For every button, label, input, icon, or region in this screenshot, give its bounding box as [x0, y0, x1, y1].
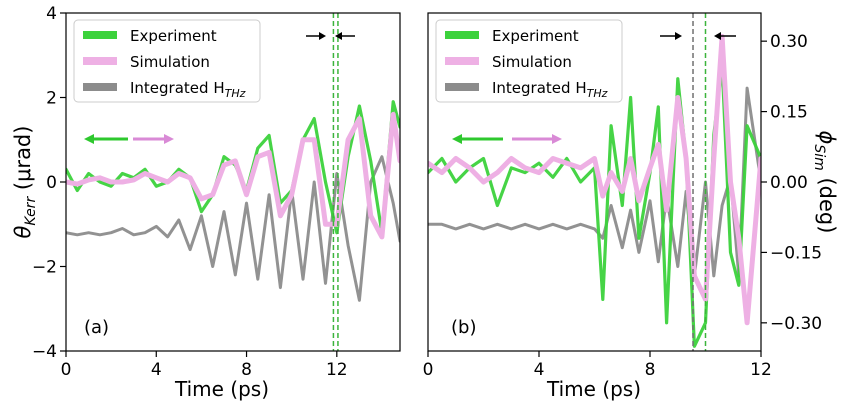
legend-label-integrated: Integrated HTHz: [492, 79, 608, 100]
marker-arrows-b: [660, 32, 736, 40]
panel-a-legend: Experiment Simulation Integrated HTHz: [73, 19, 261, 103]
direction-arrows-a: [84, 134, 174, 144]
x-tick-label-a-2: 8: [241, 360, 252, 380]
legend-label-simulation: Simulation: [130, 53, 210, 71]
panel-label-a: (a): [84, 317, 109, 338]
x-axis-label-b: Time (ps): [546, 377, 641, 401]
y-tick-label-b-1: −0.15: [770, 243, 822, 263]
x-tick-label-b-2: 8: [645, 360, 656, 380]
x-tick-label-b-0: 0: [423, 360, 434, 380]
legend-label-experiment: Experiment: [130, 27, 217, 45]
legend-label-experiment: Experiment: [492, 27, 579, 45]
series-line-integrated-h-thz-a: [66, 155, 400, 302]
y-axis-label-left: θKerr (μrad): [11, 126, 39, 239]
panel-b: 0 4 8 12 −0.30 −0.15 0.00 0.15 0.30 Experiment S…: [423, 12, 822, 380]
y-axis-label-right: ϕSim (deg): [811, 131, 839, 234]
y-tick-label-b-4: 0.30: [770, 32, 808, 52]
series-line-integrated-h-thz-b: [428, 86, 761, 278]
y-tick-label-a-0: −4: [32, 342, 57, 362]
legend-label-integrated: Integrated HTHz: [130, 79, 246, 100]
x-tick-label-a-1: 4: [151, 360, 162, 380]
panel-a: 0 4 8 12 −4 −2 0 2 4 Experiment Simulation Integ…: [32, 4, 401, 380]
series-line-simulation-a: [66, 111, 400, 240]
y-tick-label-b-2: 0.00: [770, 173, 808, 193]
x-tick-label-a-0: 0: [61, 360, 72, 380]
x-tick-label-b-1: 4: [534, 360, 545, 380]
x-tick-label-b-3: 12: [750, 360, 772, 380]
x-tick-label-a-3: 12: [326, 360, 348, 380]
direction-arrows-b: [452, 134, 562, 144]
series-line-experiment-a: [66, 100, 400, 235]
y-tick-label-b-3: 0.15: [770, 103, 808, 123]
y-tick-label-a-1: −2: [32, 258, 57, 278]
y-tick-label-a-3: 2: [46, 89, 57, 109]
legend-label-simulation: Simulation: [492, 53, 572, 71]
series-line-simulation-b: [428, 34, 761, 326]
y-tick-label-b-0: −0.30: [770, 314, 822, 334]
marker-arrows-a: [306, 32, 355, 40]
y-tick-label-a-2: 0: [46, 173, 57, 193]
panel-b-legend: Experiment Simulation Integrated HTHz: [435, 19, 623, 103]
y-tick-label-a-4: 4: [46, 4, 57, 24]
x-axis-label-a: Time (ps): [174, 377, 269, 401]
panel-label-b: (b): [451, 317, 476, 338]
